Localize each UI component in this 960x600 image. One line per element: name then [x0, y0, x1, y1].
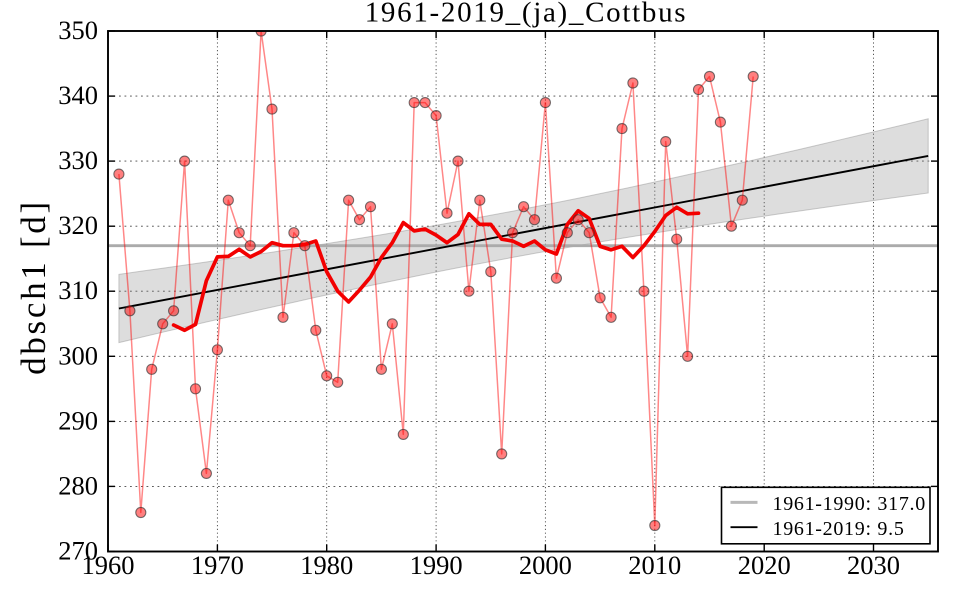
svg-text:2030: 2030 [847, 550, 900, 580]
svg-text:320: 320 [58, 210, 98, 240]
svg-text:270: 270 [58, 536, 98, 566]
svg-text:1961-2019_(ja)_Cottbus: 1961-2019_(ja)_Cottbus [365, 0, 688, 29]
svg-text:1960: 1960 [82, 550, 135, 580]
svg-text:2010: 2010 [628, 550, 681, 580]
svg-text:2000: 2000 [519, 550, 572, 580]
svg-text:2020: 2020 [738, 550, 791, 580]
svg-text:1980: 1980 [300, 550, 353, 580]
svg-text:340: 340 [58, 80, 98, 110]
svg-text:1990: 1990 [410, 550, 463, 580]
svg-text:1961-1990: 317.0: 1961-1990: 317.0 [773, 493, 926, 515]
svg-text:1970: 1970 [191, 550, 244, 580]
svg-text:dbsch1 [d]: dbsch1 [d] [14, 199, 53, 375]
svg-text:280: 280 [58, 470, 98, 500]
svg-text:310: 310 [58, 275, 98, 305]
svg-text:290: 290 [58, 405, 98, 435]
svg-text:300: 300 [58, 340, 98, 370]
svg-text:350: 350 [58, 15, 98, 45]
svg-text:1961-2019: 9.5: 1961-2019: 9.5 [773, 518, 905, 540]
svg-text:330: 330 [58, 145, 98, 175]
